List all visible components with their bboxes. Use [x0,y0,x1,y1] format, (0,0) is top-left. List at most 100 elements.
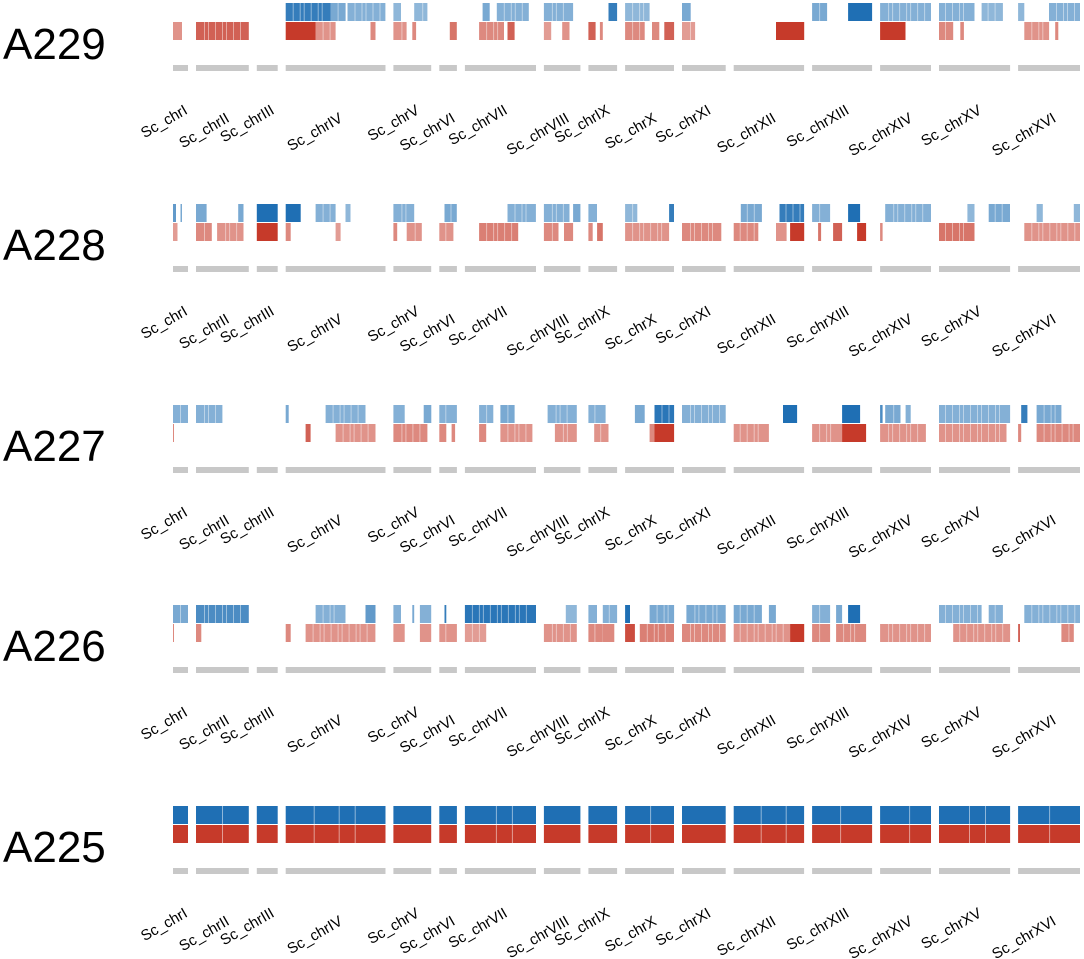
upper-track-tile [602,605,618,623]
chromosome-label: Sc_chrXIII [784,905,852,954]
chromosome-bar [733,868,805,874]
lower-track-tile [654,424,675,442]
lower-marker-gap [1074,223,1076,241]
sample-label: A229 [3,20,106,69]
upper-marker-gap [322,204,324,222]
lower-track-tile [173,424,174,442]
upper-marker-gap [1060,605,1062,623]
lower-marker-gap [970,424,971,442]
lower-marker-gap [708,624,709,642]
upper-marker-gap [994,3,996,21]
chromosome-bar [625,868,674,874]
lower-track-tile [439,624,457,642]
upper-track-tile [565,605,577,623]
chromosome-label: Sc_chrIV [284,512,345,557]
lower-track-tile [285,624,291,642]
upper-marker-gap [507,405,509,423]
chromosome-bar [543,667,581,673]
lower-marker-gap [471,624,473,642]
lower-track-tile [315,22,336,40]
upper-marker-gap [478,605,480,623]
lower-marker-gap [493,223,495,241]
upper-marker-gap [514,204,516,222]
chromosome-bar [682,65,726,71]
lower-track-tile [842,424,867,442]
upper-track-tile [967,204,975,222]
upper-marker-gap [1067,605,1069,623]
chromosome-bar [256,266,278,272]
upper-track-tile [885,204,931,222]
lower-marker-gap [359,624,361,642]
upper-track-tile [880,405,883,423]
upper-track-tile [496,3,529,21]
upper-track-tile [345,204,351,222]
upper-marker-gap [650,806,652,824]
lower-track-tile [625,223,670,241]
chromosome-bar [588,667,618,673]
chromosome-label: Sc_chrXIII [784,504,852,553]
upper-marker-gap [915,204,917,222]
upper-track-tile [238,204,244,222]
lower-marker-gap [952,223,953,241]
upper-track-tile [625,3,650,21]
upper-track-tile [315,605,346,623]
upper-marker-gap [338,806,340,824]
chromosome-bar [439,667,457,673]
lower-track-tile [562,22,570,40]
lower-marker-gap [1054,424,1056,442]
chromosome-label: Sc_chrXIV [846,913,916,959]
upper-marker-gap [668,405,670,423]
upper-marker-gap [799,204,801,222]
chromosome-bar [588,65,618,71]
upper-marker-gap [555,204,557,222]
upper-marker-gap [924,3,926,21]
lower-marker-gap [910,624,912,642]
lower-marker-gap [819,424,821,442]
chromosome-label: Sc_chrIV [284,110,345,155]
lower-marker-gap [984,624,986,642]
upper-track-tile [479,405,494,423]
lower-track-tile [335,424,376,442]
upper-marker-gap [562,3,564,21]
upper-track-tile [779,204,805,222]
chromosome-label: Sc_chrIV [284,913,345,958]
lower-marker-gap [991,624,993,642]
chromosome-bar [393,868,432,874]
lower-track-tile [880,424,926,442]
upper-track-tile [393,806,432,824]
upper-track-tile [547,405,577,423]
lower-marker-gap [969,825,970,843]
lower-marker-gap [771,624,773,642]
chromosome-label: Sc_chrXI [653,102,714,147]
lower-track-tile [588,825,618,843]
lower-marker-gap [1061,424,1063,442]
upper-track-tile [682,806,726,824]
upper-marker-gap [514,3,516,21]
sample-label: A227 [3,422,106,471]
lower-marker-gap [419,424,421,442]
lower-marker-gap [746,424,748,442]
upper-marker-gap [332,405,334,423]
chromosome-bar [939,667,1011,673]
lower-marker-gap [511,825,513,843]
lower-marker-gap [959,624,961,642]
upper-marker-gap [719,405,720,423]
upper-marker-gap [303,3,305,21]
upper-marker-gap [1049,605,1051,623]
upper-marker-gap [329,605,331,623]
lower-track-tile [449,22,457,40]
upper-marker-gap [551,204,553,222]
upper-track-tile [812,605,831,623]
lower-marker-gap [366,624,368,642]
lower-marker-gap [511,223,513,241]
chromosome-bar [1018,65,1080,71]
chromosome-label: Sc_chrXI [653,504,714,549]
chromosome-bar [625,667,674,673]
chromosome-bar [196,667,249,673]
upper-marker-gap [361,3,363,21]
chromosome-bar [812,467,873,473]
upper-marker-gap [354,3,356,21]
upper-marker-gap [562,204,564,222]
lower-marker-gap [341,624,343,642]
